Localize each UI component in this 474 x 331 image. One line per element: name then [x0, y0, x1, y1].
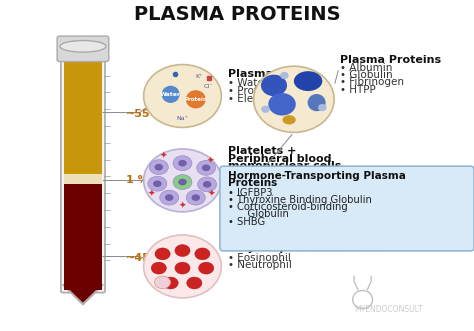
Ellipse shape	[165, 194, 173, 201]
FancyBboxPatch shape	[57, 36, 109, 62]
FancyBboxPatch shape	[61, 47, 105, 293]
Ellipse shape	[144, 149, 221, 212]
Text: Platelets +: Platelets +	[228, 146, 296, 156]
Text: • Fibrinogen: • Fibrinogen	[340, 77, 404, 87]
Ellipse shape	[191, 194, 200, 201]
Ellipse shape	[60, 41, 106, 52]
Text: (PBMCs): (PBMCs)	[228, 168, 280, 178]
Ellipse shape	[294, 71, 322, 91]
Text: ✦: ✦	[160, 152, 167, 161]
Ellipse shape	[160, 190, 179, 205]
Ellipse shape	[149, 160, 168, 175]
Ellipse shape	[199, 262, 214, 274]
Ellipse shape	[318, 104, 327, 111]
Text: • Electrolytes: • Electrolytes	[228, 94, 298, 104]
FancyBboxPatch shape	[220, 166, 474, 251]
Ellipse shape	[254, 66, 334, 132]
Text: Globulin: Globulin	[235, 210, 289, 219]
Text: • Albumin: • Albumin	[340, 63, 392, 73]
Text: ~45%: ~45%	[126, 253, 162, 263]
Ellipse shape	[197, 161, 216, 175]
Ellipse shape	[175, 262, 190, 274]
Text: ✦: ✦	[206, 157, 214, 166]
Ellipse shape	[155, 276, 171, 289]
Ellipse shape	[186, 90, 206, 109]
Ellipse shape	[280, 72, 289, 79]
Ellipse shape	[155, 164, 163, 170]
Ellipse shape	[155, 248, 170, 260]
Text: Plasma: Plasma	[228, 70, 273, 79]
Text: Red blood cells +: Red blood cells +	[228, 236, 335, 246]
Text: ~55%: ~55%	[126, 109, 161, 119]
Ellipse shape	[308, 94, 326, 111]
Ellipse shape	[144, 235, 221, 298]
Text: Peripheral blood: Peripheral blood	[228, 154, 331, 164]
Text: ✦: ✦	[179, 202, 186, 211]
Text: • Water: • Water	[228, 78, 268, 88]
Ellipse shape	[195, 248, 210, 260]
Text: 1 %: 1 %	[126, 175, 148, 185]
Text: • Corticosteroid-binding: • Corticosteroid-binding	[228, 202, 348, 212]
Bar	[64, 184, 101, 290]
Ellipse shape	[186, 190, 205, 205]
Ellipse shape	[261, 75, 287, 96]
Ellipse shape	[178, 179, 187, 185]
Ellipse shape	[173, 156, 192, 171]
Ellipse shape	[173, 175, 192, 189]
Text: • Neutrophil: • Neutrophil	[228, 260, 292, 270]
Text: ✦: ✦	[208, 190, 216, 199]
Text: Polymorphonuclear cells: Polymorphonuclear cells	[228, 243, 381, 253]
Ellipse shape	[261, 106, 270, 113]
Ellipse shape	[163, 277, 178, 289]
Ellipse shape	[268, 93, 296, 116]
Text: PLASMA PROTEINS: PLASMA PROTEINS	[134, 5, 340, 24]
Text: K⁺: K⁺	[195, 73, 203, 79]
Text: mononuclear cells: mononuclear cells	[228, 161, 341, 171]
Polygon shape	[63, 285, 103, 305]
Bar	[64, 42, 101, 174]
Text: Cl⁻: Cl⁻	[204, 84, 213, 89]
Text: Proteins: Proteins	[228, 178, 278, 188]
Text: Protein: Protein	[184, 97, 207, 102]
Text: Hormone-Transporting Plasma: Hormone-Transporting Plasma	[228, 171, 406, 181]
Ellipse shape	[202, 165, 210, 171]
Polygon shape	[64, 285, 101, 303]
Text: ✦: ✦	[148, 190, 155, 199]
Text: • SHBG: • SHBG	[228, 217, 266, 227]
Bar	[64, 174, 101, 184]
Ellipse shape	[153, 180, 162, 187]
Ellipse shape	[162, 86, 180, 103]
Ellipse shape	[283, 115, 296, 124]
Text: Water: Water	[160, 92, 181, 97]
Text: Plasma Proteins: Plasma Proteins	[340, 55, 441, 65]
Text: • Thyroxine Binding Globulin: • Thyroxine Binding Globulin	[228, 195, 373, 205]
Text: • Globulin: • Globulin	[340, 70, 393, 80]
Ellipse shape	[151, 262, 166, 274]
Ellipse shape	[203, 181, 211, 188]
Ellipse shape	[178, 160, 187, 166]
Text: • Monocytes: • Monocytes	[228, 185, 293, 195]
Ellipse shape	[198, 177, 217, 192]
Ellipse shape	[175, 245, 190, 257]
Text: • HTPP: • HTPP	[340, 85, 376, 95]
Ellipse shape	[148, 176, 167, 191]
Ellipse shape	[144, 65, 221, 127]
Text: • Eosinophil: • Eosinophil	[228, 253, 291, 262]
Text: • IGFBP3: • IGFBP3	[228, 188, 273, 198]
Text: • Lymphocytes: • Lymphocytes	[228, 178, 305, 188]
Text: Na⁺: Na⁺	[176, 116, 189, 121]
Text: • Proteins: • Proteins	[228, 86, 279, 96]
Ellipse shape	[187, 277, 202, 289]
Text: MYENDOCONSULT: MYENDOCONSULT	[355, 305, 423, 314]
